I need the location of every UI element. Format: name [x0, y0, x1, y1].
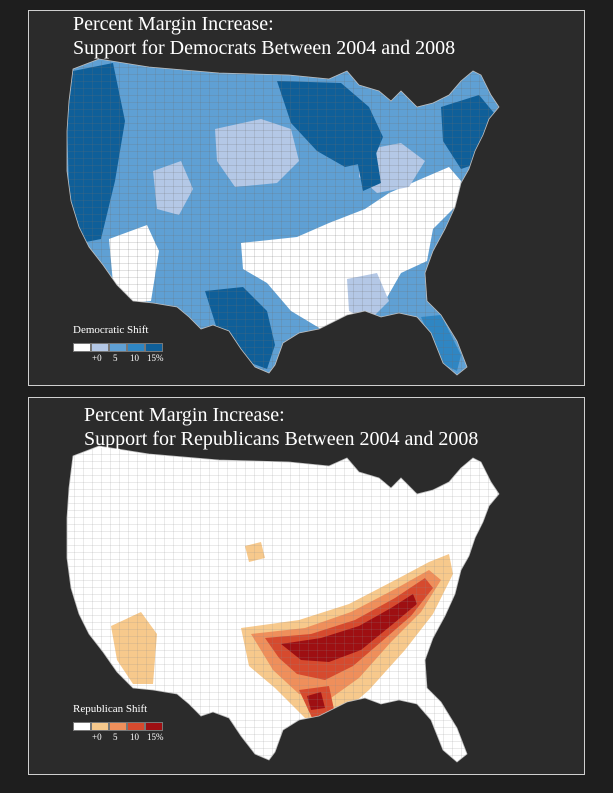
- legend-tick: 15%: [147, 353, 164, 363]
- legend-swatch: [109, 343, 127, 352]
- legend-swatch: [145, 343, 163, 352]
- legend-tick: 15%: [147, 732, 164, 742]
- title-line-2: Support for Republicans Between 2004 and…: [84, 428, 479, 450]
- legend-swatch: [127, 343, 145, 352]
- legend-tick: 10: [130, 732, 139, 742]
- title-line-1: Percent Margin Increase:: [84, 404, 285, 426]
- legend-swatch: [109, 722, 127, 731]
- legend-tick: 10: [130, 353, 139, 363]
- legend: Republican Shift +0 5 10 15%: [73, 703, 193, 744]
- republican-shift-panel: Percent Margin Increase: Support for Rep…: [28, 397, 585, 775]
- legend-ticks: +0 5 10 15%: [73, 732, 193, 744]
- map-title: Percent Margin Increase: Support for Rep…: [84, 403, 478, 451]
- legend-swatch: [127, 722, 145, 731]
- legend-swatch: [145, 722, 163, 731]
- legend-title: Democratic Shift: [73, 324, 149, 336]
- legend: Democratic Shift +0 5 10 15%: [73, 324, 193, 365]
- legend-swatch: [91, 343, 109, 352]
- democratic-shift-map: [66, 58, 500, 376]
- legend-title: Republican Shift: [73, 703, 148, 715]
- title-line-1: Percent Margin Increase:: [73, 13, 274, 35]
- legend-color-bar: [73, 343, 193, 352]
- legend-swatch: [91, 722, 109, 731]
- legend-swatch: [73, 343, 91, 352]
- legend-tick: +0: [92, 732, 102, 742]
- map-title: Percent Margin Increase: Support for Dem…: [73, 12, 455, 60]
- title-line-2: Support for Democrats Between 2004 and 2…: [73, 37, 456, 59]
- legend-ticks: +0 5 10 15%: [73, 353, 193, 365]
- legend-tick: 5: [113, 732, 118, 742]
- legend-color-bar: [73, 722, 193, 731]
- legend-swatch: [73, 722, 91, 731]
- legend-tick: 5: [113, 353, 118, 363]
- democratic-shift-panel: Percent Margin Increase: Support for Dem…: [28, 10, 585, 386]
- republican-shift-map: [66, 445, 500, 763]
- legend-tick: +0: [92, 353, 102, 363]
